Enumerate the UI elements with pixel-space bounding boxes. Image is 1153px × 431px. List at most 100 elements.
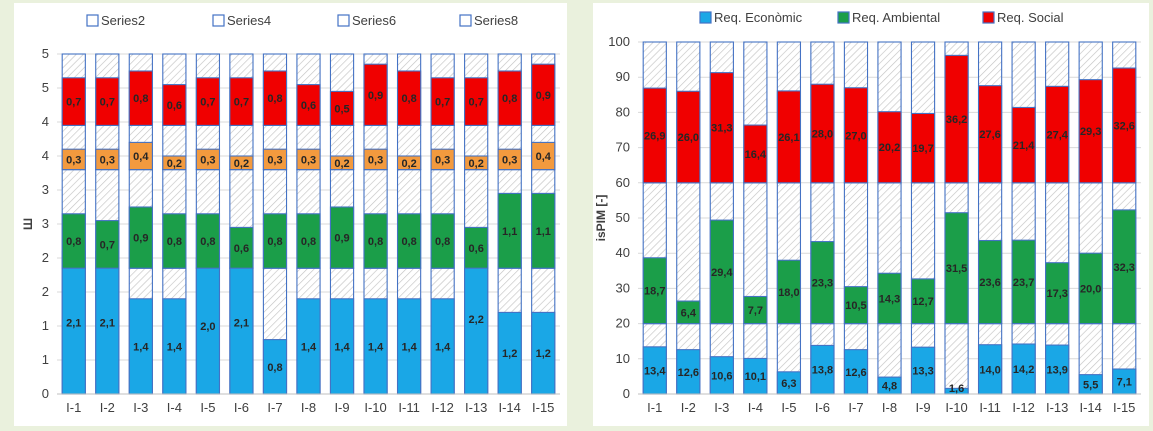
- bar-segment-series-3: [363, 148, 388, 171]
- x-tick-label: I-2: [681, 400, 696, 415]
- y-tick-label: 2: [42, 284, 49, 299]
- bar-segment-series-4: [162, 84, 187, 126]
- data-label: 0,7: [234, 97, 249, 109]
- bar-segment-req-ambiental: [1011, 239, 1036, 325]
- bar-segment-series-2: [162, 213, 187, 269]
- bar-segment-req-ambiental: [1078, 252, 1103, 325]
- y-tick-label: 20: [616, 316, 630, 331]
- x-tick-label: I-8: [882, 400, 897, 415]
- data-label: 20,2: [879, 142, 900, 154]
- y-tick-label: 60: [616, 175, 630, 190]
- x-tick-label: I-12: [1012, 400, 1034, 415]
- bar-segment-req-social: [1045, 85, 1070, 184]
- data-label: 0,8: [267, 362, 282, 374]
- bar-segment-req-ambiental: [877, 272, 902, 325]
- legend-swatch: [459, 14, 472, 27]
- y-tick-label: 30: [616, 280, 630, 295]
- y-axis-label: Ш: [21, 218, 35, 230]
- bar-segment-series-3: [95, 148, 120, 171]
- data-label: 12,6: [845, 367, 866, 379]
- y-tick-label: 10: [616, 351, 630, 366]
- data-label: 0,2: [469, 158, 484, 170]
- data-label: 23,7: [1013, 277, 1034, 289]
- x-tick-label: I-10: [364, 400, 386, 415]
- bar-segment-req-ambiental: [1112, 209, 1137, 325]
- data-label: 0,5: [334, 103, 349, 115]
- x-tick-label: I-2: [100, 400, 115, 415]
- data-label: 0,6: [234, 243, 249, 255]
- x-tick-label: I-11: [398, 400, 419, 415]
- data-label: 0,3: [100, 154, 115, 166]
- bar-segment-series-3: [396, 155, 422, 171]
- y-tick-label: 40: [616, 245, 630, 260]
- bar-segment-series-4: [430, 77, 455, 126]
- data-label: 13,8: [812, 365, 833, 377]
- data-label: 13,3: [912, 366, 933, 378]
- bar-segment-req-ambiental: [843, 286, 869, 325]
- y-tick-label: 70: [616, 140, 630, 155]
- data-label: 31,5: [946, 263, 967, 275]
- y-tick-label: 50: [616, 210, 630, 225]
- data-label: 0,8: [200, 236, 215, 248]
- data-label: 1,1: [502, 226, 517, 238]
- bar-segment-series-4: [396, 70, 422, 126]
- bar-segment-series-2: [128, 206, 153, 269]
- data-label: 12,7: [912, 296, 933, 308]
- bar-segment-series-2: [497, 192, 522, 269]
- data-label: 26,0: [678, 132, 699, 144]
- bar-segment-series-4: [329, 90, 355, 126]
- bar-segment-series-2: [296, 213, 321, 269]
- bar-segment-req-social: [1112, 67, 1137, 184]
- bar-segment-req-ambiental: [944, 212, 969, 325]
- data-label: 6,3: [781, 378, 796, 390]
- x-tick-label: I-3: [133, 400, 148, 415]
- y-tick-label: 0: [42, 386, 49, 401]
- legend-swatch: [212, 14, 225, 27]
- bar-segment-series-2: [95, 220, 120, 269]
- bar-segment-req-ambiental: [977, 239, 1003, 325]
- data-label: 26,1: [778, 132, 799, 144]
- bar-segment-series-3: [296, 148, 321, 171]
- bar-segment-series-2: [61, 213, 86, 269]
- bar-segment-series-3: [128, 141, 153, 171]
- legend-swatch: [86, 14, 99, 27]
- x-tick-label: I-1: [647, 400, 662, 415]
- bar-segment-series-2: [363, 213, 388, 269]
- x-tick-label: I-7: [267, 400, 282, 415]
- data-label: 2,1: [66, 318, 81, 330]
- data-label: 0,8: [435, 236, 450, 248]
- x-tick-label: I-14: [1079, 400, 1101, 415]
- data-label: 16,4: [745, 149, 767, 161]
- x-tick-label: I-3: [714, 400, 729, 415]
- right-stacked-bar-chart: 0 10 20 30 40 50 60 70 80 90 100 isPIM [-] 13,4 18,7 2…: [594, 10, 1141, 415]
- data-label: 0,7: [100, 239, 115, 251]
- left-stacked-bar-chart: 0 1 1 2 2 3 3 4 4 5 5 Ш 2,1 0,8 0,3 0,7 I-1 2,1 0,7 0,3 0,7 I…: [21, 13, 560, 415]
- bar-segment-series-3: [464, 155, 489, 171]
- data-label: 0,7: [100, 97, 115, 109]
- y-tick-label: 2: [42, 250, 49, 265]
- data-label: 19,7: [912, 143, 933, 155]
- data-label: 0,2: [334, 158, 349, 170]
- x-tick-label: I-12: [431, 400, 453, 415]
- bar-segment-req-social: [877, 111, 902, 184]
- y-tick-label: 5: [42, 80, 49, 95]
- bar-segment-series-3: [531, 141, 556, 171]
- data-label: 0,8: [401, 93, 416, 105]
- data-label: 0,7: [435, 97, 450, 109]
- bar-segment-series-3: [61, 148, 86, 171]
- bar-segment-series-2: [329, 206, 355, 269]
- data-label: 0,9: [536, 90, 551, 102]
- data-label: 1,4: [334, 341, 350, 353]
- data-label: 10,1: [745, 371, 766, 383]
- data-label: 32,6: [1114, 120, 1135, 132]
- data-label: 10,6: [711, 370, 732, 382]
- data-label: 23,6: [979, 277, 1000, 289]
- bar-segment-series-4: [128, 70, 153, 126]
- data-label: 0,3: [502, 154, 517, 166]
- data-label: 0,8: [502, 93, 517, 105]
- y-tick-label: 1: [42, 352, 49, 367]
- data-label: 0,8: [167, 236, 182, 248]
- data-label: 1,2: [502, 348, 517, 360]
- bar-segment-req-social: [944, 54, 969, 184]
- data-label: 32,3: [1114, 262, 1135, 274]
